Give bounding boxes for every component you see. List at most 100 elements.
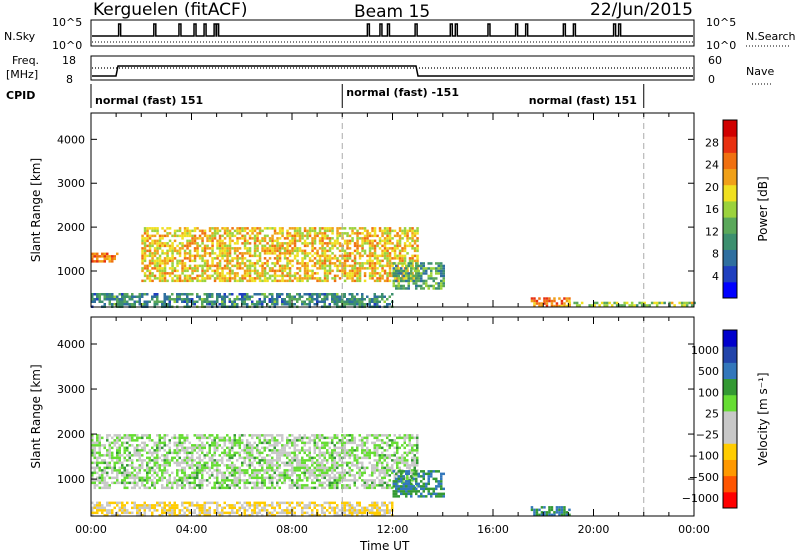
range-cell bbox=[126, 511, 129, 515]
range-cell bbox=[273, 239, 277, 243]
range-cell bbox=[213, 449, 216, 452]
range-cell bbox=[408, 274, 412, 278]
range-cell bbox=[116, 252, 119, 256]
range-cell bbox=[111, 501, 114, 505]
range-cell bbox=[148, 277, 152, 280]
range-cell bbox=[226, 464, 229, 467]
range-cell bbox=[108, 454, 111, 457]
range-cell bbox=[386, 486, 389, 490]
range-cell bbox=[186, 476, 189, 480]
range-cell bbox=[93, 461, 96, 465]
range-cell bbox=[321, 474, 324, 477]
range-cell bbox=[281, 444, 284, 447]
range-cell bbox=[293, 454, 296, 457]
range-cell bbox=[103, 454, 106, 457]
range-cell bbox=[301, 466, 304, 470]
range-cell bbox=[116, 501, 119, 505]
range-cell bbox=[388, 264, 392, 268]
range-cell bbox=[533, 508, 536, 512]
range-cell bbox=[186, 234, 189, 238]
range-cell bbox=[233, 439, 236, 442]
range-cell bbox=[233, 234, 237, 238]
range-cell bbox=[108, 464, 111, 467]
range-cell bbox=[203, 234, 207, 238]
range-cell bbox=[116, 441, 119, 445]
range-cell bbox=[356, 509, 359, 512]
range-cell bbox=[116, 481, 119, 485]
range-cell bbox=[306, 471, 309, 475]
range-cell bbox=[188, 257, 192, 260]
range-cell bbox=[351, 511, 354, 515]
range-cell bbox=[118, 456, 121, 460]
range-cell bbox=[366, 262, 369, 265]
range-cell bbox=[206, 484, 209, 487]
range-cell bbox=[213, 486, 216, 490]
range-cell bbox=[425, 472, 428, 476]
range-cell bbox=[371, 267, 374, 270]
range-cell bbox=[261, 484, 264, 487]
range-cell bbox=[246, 252, 249, 255]
range-cell bbox=[96, 434, 99, 437]
range-cell bbox=[368, 247, 372, 250]
range-cell bbox=[383, 466, 386, 470]
range-cell bbox=[281, 252, 284, 255]
range-cell bbox=[326, 259, 329, 263]
range-cell bbox=[243, 244, 247, 248]
range-cell bbox=[123, 293, 126, 296]
range-cell bbox=[233, 511, 236, 515]
range-cell bbox=[198, 229, 202, 233]
range-cell bbox=[156, 252, 159, 255]
range-cell bbox=[271, 464, 274, 467]
range-cell bbox=[158, 247, 162, 250]
range-cell bbox=[261, 237, 264, 240]
range-cell bbox=[333, 277, 337, 280]
range-cell bbox=[143, 237, 147, 240]
range-cell bbox=[321, 300, 324, 303]
range-cell bbox=[530, 508, 534, 512]
range-cell bbox=[256, 449, 259, 452]
range-cell bbox=[278, 486, 281, 490]
range-cell bbox=[141, 434, 144, 437]
range-cell bbox=[416, 229, 419, 233]
range-cell bbox=[128, 436, 131, 440]
range-cell bbox=[213, 481, 216, 485]
range-cell bbox=[417, 269, 420, 273]
range-cell bbox=[411, 459, 414, 462]
range-cell bbox=[420, 274, 423, 278]
range-cell bbox=[316, 295, 319, 298]
range-cell bbox=[293, 484, 296, 487]
range-cell bbox=[386, 254, 389, 258]
range-cell bbox=[318, 449, 321, 452]
range-cell bbox=[243, 461, 246, 465]
range-cell bbox=[153, 267, 157, 270]
range-cell bbox=[358, 264, 362, 268]
range-cell bbox=[366, 239, 369, 243]
range-cell bbox=[126, 293, 129, 296]
range-cell bbox=[413, 459, 416, 462]
range-cell bbox=[93, 441, 96, 445]
range-cell bbox=[231, 293, 234, 296]
range-cell bbox=[223, 481, 226, 485]
range-cell bbox=[111, 459, 114, 462]
range-cell bbox=[148, 254, 152, 258]
range-cell bbox=[243, 264, 247, 268]
range-cell bbox=[251, 464, 254, 467]
range-cell bbox=[361, 262, 364, 265]
range-cell bbox=[241, 262, 244, 265]
range-cell bbox=[108, 501, 111, 505]
range-cell bbox=[368, 474, 371, 477]
range-cell bbox=[281, 229, 284, 233]
range-cell bbox=[388, 444, 391, 447]
range-cell bbox=[158, 456, 161, 460]
range-cell bbox=[422, 470, 425, 473]
range-cell bbox=[313, 257, 317, 260]
range-cell bbox=[256, 247, 259, 250]
range-cell bbox=[383, 471, 386, 475]
range-cell bbox=[93, 471, 96, 475]
range-cell bbox=[156, 509, 159, 512]
range-cell bbox=[103, 252, 106, 256]
range-cell bbox=[248, 264, 252, 268]
range-cell bbox=[271, 466, 274, 470]
range-cell bbox=[171, 259, 174, 263]
range-cell bbox=[318, 479, 321, 482]
